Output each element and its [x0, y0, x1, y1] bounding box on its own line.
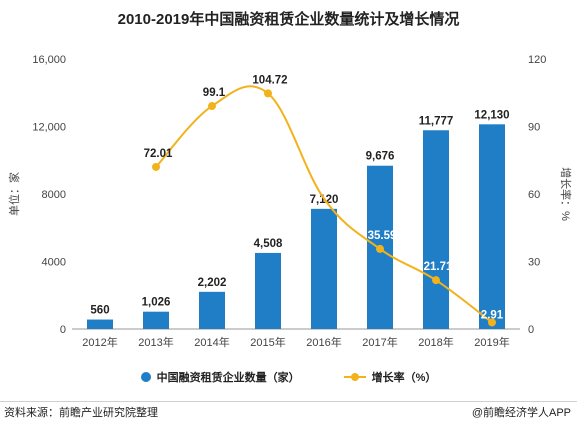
- y2-tick-label: 0: [528, 324, 534, 336]
- legend-label-count: 中国融资租赁企业数量（家）: [156, 372, 300, 384]
- footer-divider: [0, 401, 577, 402]
- bar-value-label: 1,026: [142, 297, 171, 309]
- y2-axis-title: 增长率：%: [559, 167, 573, 221]
- y-tick-label: 4000: [42, 257, 66, 269]
- legend-item-count: 中国融资租赁企业数量（家）: [140, 369, 300, 385]
- growth-rate-label: 35.59: [368, 230, 397, 242]
- bar: [199, 291, 225, 329]
- legend-item-growth: 增长率（%）: [343, 369, 437, 385]
- bar-value-label: 2,202: [198, 277, 227, 289]
- bar-value-label: 560: [90, 305, 109, 317]
- growth-rate-point: [208, 102, 216, 111]
- x-tick-label: 2013年: [138, 335, 173, 349]
- y2-tick-label: 90: [528, 122, 540, 134]
- chart-title: 2010-2019年中国融资租赁企业数量统计及增长情况: [117, 11, 460, 28]
- y-tick-label: 16,000: [32, 54, 66, 66]
- x-tick-label: 2015年: [250, 335, 285, 349]
- bar-value-label: 9,676: [366, 151, 395, 163]
- source-note: 资料来源：前瞻产业研究院整理: [4, 407, 158, 419]
- growth-rate-label: 104.72: [252, 74, 287, 86]
- y-tick-label: 0: [60, 324, 66, 336]
- growth-rate-point: [432, 276, 440, 285]
- footer: 资料来源：前瞻产业研究院整理 @前瞻经济学人APP: [0, 401, 577, 423]
- credit-note: @前瞻经济学人APP: [471, 407, 571, 419]
- bar-value-label: 12,130: [474, 109, 509, 121]
- x-tick-label: 2012年: [82, 335, 117, 349]
- y-tick-label: 12,000: [32, 122, 66, 134]
- growth-rate-point: [264, 89, 272, 98]
- growth-rate-label: 99.1: [203, 87, 226, 99]
- legend-label-growth: 增长率（%）: [371, 372, 437, 384]
- bar-value-label: 11,777: [419, 115, 454, 127]
- bar: [311, 208, 337, 329]
- growth-rate-label: 2.91: [481, 309, 504, 321]
- y2-tick-label: 120: [528, 54, 546, 66]
- y2-tick-label: 30: [528, 257, 540, 269]
- y-axis-title: 单位：家: [7, 172, 21, 216]
- legend: 中国融资租赁企业数量（家） 增长率（%）: [0, 369, 577, 385]
- bar: [143, 311, 169, 329]
- bar: [255, 252, 281, 329]
- x-tick-label: 2014年: [194, 335, 229, 349]
- x-tick-label: 2016年: [306, 335, 341, 349]
- growth-rate-point: [152, 162, 160, 171]
- bar: [479, 124, 505, 330]
- growth-rate-label: 21.71: [424, 261, 453, 273]
- growth-rate-point: [376, 244, 384, 253]
- legend-line-swatch: [343, 372, 366, 382]
- y2-tick-label: 60: [528, 189, 540, 201]
- y-tick-label: 8000: [42, 189, 66, 201]
- bar: [423, 130, 449, 329]
- bar-value-label: 4,508: [254, 238, 283, 250]
- x-tick-label: 2017年: [362, 335, 397, 349]
- growth-rate-label: 72.01: [144, 148, 173, 160]
- bar: [87, 319, 113, 329]
- x-tick-label: 2019年: [474, 335, 509, 349]
- legend-bar-swatch: [140, 372, 151, 382]
- growth-rate-point: [488, 318, 496, 327]
- x-tick-label: 2018年: [418, 335, 453, 349]
